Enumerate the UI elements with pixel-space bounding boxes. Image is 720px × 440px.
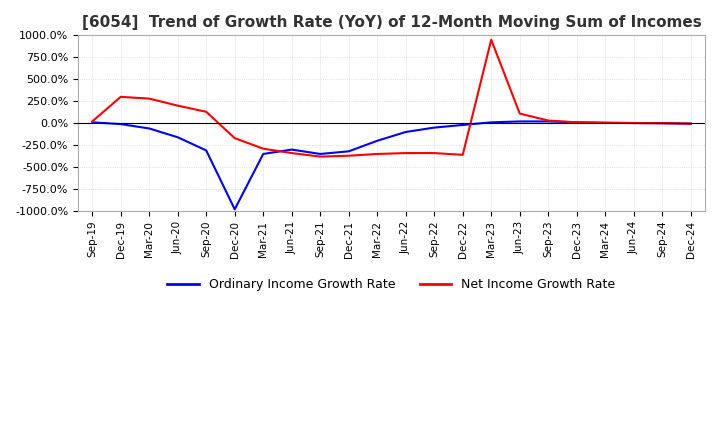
Ordinary Income Growth Rate — [88, 120, 96, 125]
Ordinary Income Growth Rate — [516, 119, 524, 124]
Ordinary Income Growth Rate — [686, 121, 695, 126]
Ordinary Income Growth Rate — [117, 121, 125, 127]
Net Income Growth Rate — [516, 111, 524, 116]
Ordinary Income Growth Rate — [373, 138, 382, 143]
Line: Net Income Growth Rate: Net Income Growth Rate — [92, 40, 690, 157]
Ordinary Income Growth Rate — [174, 135, 182, 140]
Net Income Growth Rate — [686, 121, 695, 126]
Net Income Growth Rate — [373, 151, 382, 157]
Net Income Growth Rate — [117, 94, 125, 99]
Net Income Growth Rate — [544, 118, 552, 123]
Title: [6054]  Trend of Growth Rate (YoY) of 12-Month Moving Sum of Incomes: [6054] Trend of Growth Rate (YoY) of 12-… — [81, 15, 701, 30]
Ordinary Income Growth Rate — [572, 120, 581, 125]
Ordinary Income Growth Rate — [544, 119, 552, 124]
Net Income Growth Rate — [658, 121, 667, 126]
Net Income Growth Rate — [344, 153, 353, 158]
Net Income Growth Rate — [174, 103, 182, 108]
Net Income Growth Rate — [459, 152, 467, 158]
Net Income Growth Rate — [202, 109, 210, 114]
Ordinary Income Growth Rate — [658, 121, 667, 126]
Net Income Growth Rate — [316, 154, 325, 159]
Ordinary Income Growth Rate — [259, 151, 268, 157]
Net Income Growth Rate — [629, 121, 638, 126]
Ordinary Income Growth Rate — [487, 120, 495, 125]
Net Income Growth Rate — [88, 119, 96, 124]
Ordinary Income Growth Rate — [287, 147, 296, 152]
Net Income Growth Rate — [230, 136, 239, 141]
Net Income Growth Rate — [259, 146, 268, 151]
Ordinary Income Growth Rate — [202, 148, 210, 153]
Ordinary Income Growth Rate — [344, 149, 353, 154]
Line: Ordinary Income Growth Rate: Ordinary Income Growth Rate — [92, 121, 690, 209]
Ordinary Income Growth Rate — [316, 151, 325, 157]
Ordinary Income Growth Rate — [430, 125, 438, 130]
Net Income Growth Rate — [601, 120, 610, 125]
Net Income Growth Rate — [145, 96, 153, 101]
Net Income Growth Rate — [572, 120, 581, 125]
Ordinary Income Growth Rate — [459, 122, 467, 128]
Ordinary Income Growth Rate — [601, 120, 610, 125]
Legend: Ordinary Income Growth Rate, Net Income Growth Rate: Ordinary Income Growth Rate, Net Income … — [163, 273, 621, 296]
Net Income Growth Rate — [487, 37, 495, 42]
Net Income Growth Rate — [430, 150, 438, 156]
Ordinary Income Growth Rate — [629, 121, 638, 126]
Net Income Growth Rate — [287, 150, 296, 156]
Ordinary Income Growth Rate — [145, 126, 153, 131]
Ordinary Income Growth Rate — [230, 207, 239, 212]
Ordinary Income Growth Rate — [402, 129, 410, 135]
Net Income Growth Rate — [402, 150, 410, 156]
